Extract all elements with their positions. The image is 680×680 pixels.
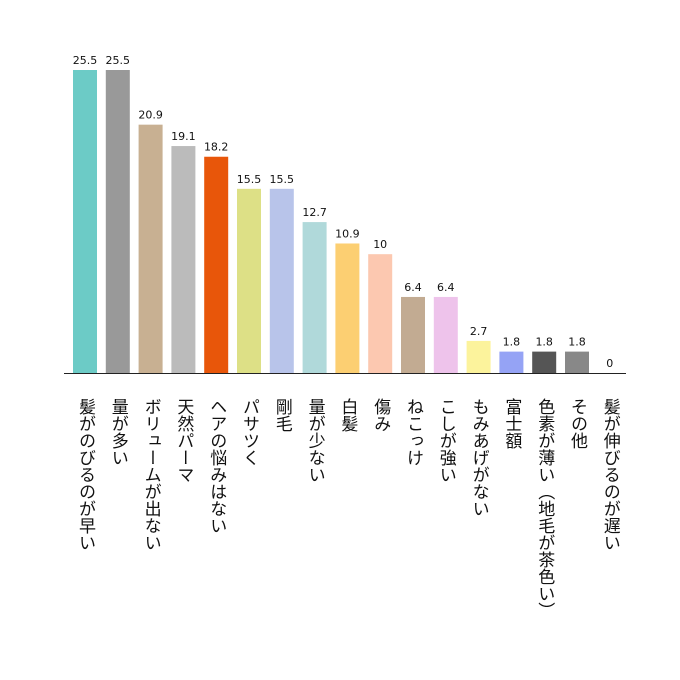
data-label: 1.8 <box>503 336 521 349</box>
data-label: 20.9 <box>138 109 163 122</box>
bar <box>171 146 196 373</box>
bar <box>73 70 97 373</box>
bar <box>138 124 163 374</box>
bar <box>532 351 557 373</box>
data-label: 12.7 <box>302 206 327 219</box>
x-tick-label: 剛毛 <box>272 398 292 432</box>
x-tick-label: 量が少ない <box>305 398 326 483</box>
data-label: 1.8 <box>535 336 553 349</box>
data-label: 25.5 <box>106 54 131 67</box>
bar <box>335 243 360 373</box>
data-label: 19.1 <box>171 130 196 143</box>
x-tick-label: こしが強い <box>436 398 457 483</box>
data-label: 25.5 <box>73 54 98 67</box>
x-tick-label: もみあげがない <box>469 398 489 517</box>
x-tick-label: 天然パーマ <box>173 398 194 483</box>
x-tick-label: 髪が伸びるのが遅い <box>600 398 621 551</box>
bar <box>401 296 425 373</box>
data-label: 10.9 <box>335 227 360 240</box>
bar <box>237 188 261 373</box>
data-label: 18.2 <box>204 141 229 154</box>
x-tick-label: パサツく <box>239 398 259 466</box>
x-tick-label: 髪がのびるのが早い <box>75 398 96 551</box>
bar <box>466 340 491 373</box>
data-label: 6.4 <box>404 281 422 294</box>
bar <box>499 351 524 373</box>
bar <box>565 351 589 373</box>
data-label: 1.8 <box>568 336 586 349</box>
x-tick-label: 富士額 <box>501 398 522 449</box>
data-label: 0 <box>606 357 613 370</box>
bar <box>204 156 229 373</box>
data-label: 15.5 <box>270 173 295 186</box>
x-tick-label: 白髪 <box>337 398 358 433</box>
data-label: 15.5 <box>237 173 262 186</box>
x-tick-label: 色素が薄い（地毛が茶色い） <box>534 398 555 619</box>
data-label: 10 <box>373 238 387 251</box>
bar <box>269 188 294 373</box>
bar <box>368 254 393 373</box>
x-tick-label: 量が多い <box>108 398 129 466</box>
x-tick-label: ねこっけ <box>403 398 423 466</box>
bar <box>433 296 458 373</box>
data-label: 2.7 <box>470 325 488 338</box>
x-tick-label: ヘアの悩みはない <box>206 398 227 534</box>
x-tick-label: その他 <box>567 398 588 449</box>
bar <box>105 70 130 373</box>
bar <box>302 222 327 373</box>
x-tick-label: 傷み <box>370 398 391 432</box>
x-tick-label: ボリュームが出ない <box>141 398 161 551</box>
data-label: 6.4 <box>437 281 455 294</box>
